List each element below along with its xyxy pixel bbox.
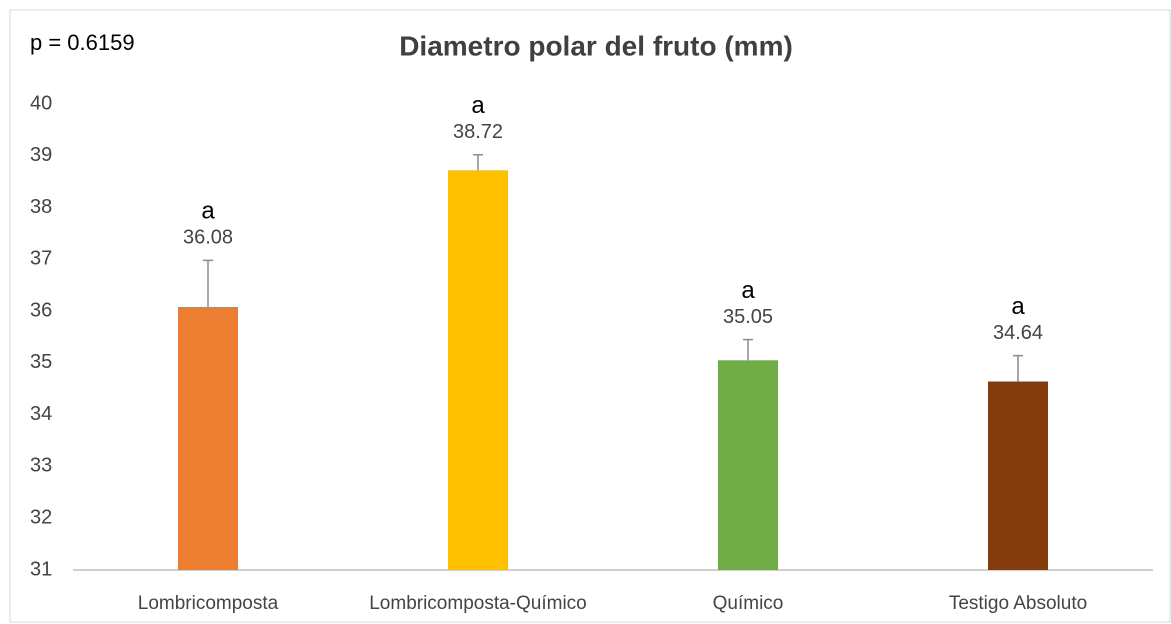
y-tick-label: 40 [30,92,52,114]
group-label: a [1011,293,1025,320]
x-tick-label: Lombricomposta [138,593,279,614]
bar [718,360,778,570]
p-value: p = 0.6159 [30,30,135,55]
x-tick-label: Químico [713,593,784,614]
y-tick-label: 36 [30,299,52,321]
y-tick-label: 35 [30,351,52,373]
value-label: 36.08 [183,227,233,249]
bar [988,381,1048,570]
x-tick-label: Lombricomposta-Químico [369,593,587,614]
value-label: 34.64 [993,322,1043,344]
bar [178,306,238,570]
value-label: 38.72 [453,121,503,143]
y-tick-label: 31 [30,558,52,580]
y-tick-label: 33 [30,455,52,477]
y-tick-label: 38 [30,196,52,218]
y-tick-label: 37 [30,248,52,270]
y-tick-label: 39 [30,144,52,166]
group-label: a [741,277,755,304]
x-tick-label: Testigo Absoluto [949,593,1087,614]
group-label: a [471,92,485,119]
y-tick-label: 34 [30,403,52,425]
chart-title: Diametro polar del fruto (mm) [399,30,793,61]
value-label: 35.05 [723,306,773,328]
bar [448,170,508,570]
group-label: a [201,198,215,225]
y-tick-label: 32 [30,507,52,529]
